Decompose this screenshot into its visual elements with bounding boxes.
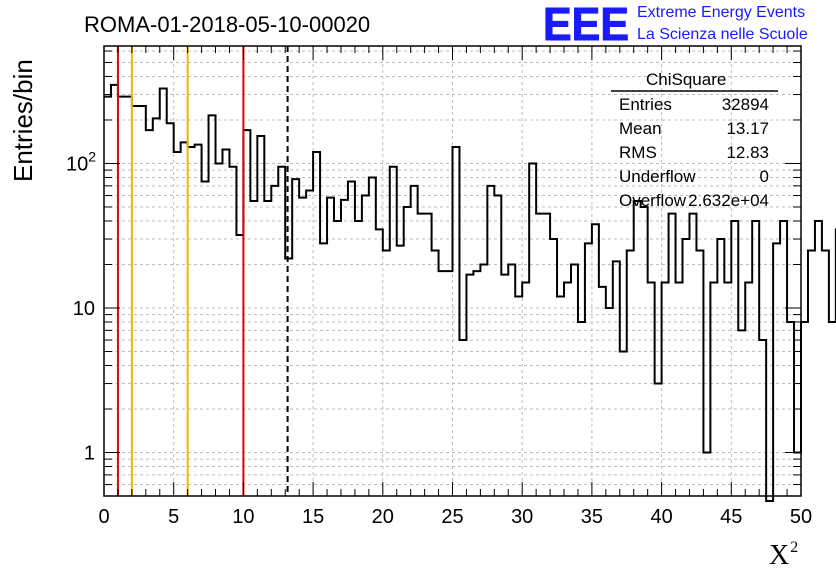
stats-label: Underflow	[619, 167, 696, 186]
stats-value: 2.632e+04	[688, 191, 769, 210]
x-tick-label: 0	[98, 506, 109, 528]
x-tick-label: 35	[581, 506, 603, 528]
statistics-box: ChiSquare Entries 32894 Mean 13.17 RMS 12.83 U…	[611, 70, 778, 210]
x-tick-labels: 0 5 10 15 20 25 30 35 40 45 50	[98, 506, 812, 528]
x-tick-label: 45	[720, 506, 742, 528]
y-tick-labels: 1 10 102	[66, 148, 96, 464]
y-tick-label: 10	[73, 298, 95, 320]
y-axis-label: Entries/bin	[8, 59, 38, 182]
x-tick-label: 25	[441, 506, 463, 528]
x-tick-label: 20	[372, 506, 394, 528]
stats-value: 12.83	[726, 143, 769, 162]
logo-line-1: Extreme Energy Events	[637, 4, 805, 21]
axis-ticks	[103, 46, 802, 497]
stats-label: Mean	[619, 119, 662, 138]
x-tick-label: 5	[168, 506, 179, 528]
run-title: ROMA-01-2018-05-10-00020	[84, 12, 370, 37]
stats-rows: Entries 32894 Mean 13.17 RMS 12.83 Underflow 0 O…	[619, 95, 769, 210]
histogram-outline	[104, 83, 836, 502]
stats-title: ChiSquare	[646, 70, 726, 89]
eee-logo: EEE	[543, 0, 629, 50]
x-tick-label: 10	[232, 506, 254, 528]
y-tick-label: 1	[84, 442, 95, 464]
x-axis-label: X2	[769, 539, 798, 571]
stats-label: Entries	[619, 95, 672, 114]
stats-label: RMS	[619, 143, 657, 162]
stats-value: 13.17	[726, 119, 769, 138]
stats-label: Overflow	[619, 191, 687, 210]
logo-line-2: La Scienza nelle Scuole	[637, 26, 808, 43]
marker-lines	[116, 46, 289, 496]
x-tick-label: 30	[511, 506, 533, 528]
y-tick-label: 102	[66, 148, 96, 175]
histogram-bars	[104, 83, 836, 502]
x-tick-label: 50	[790, 506, 812, 528]
x-tick-label: 15	[302, 506, 324, 528]
stats-value: 0	[760, 167, 769, 186]
stats-value: 32894	[722, 95, 769, 114]
x-tick-label: 40	[650, 506, 672, 528]
